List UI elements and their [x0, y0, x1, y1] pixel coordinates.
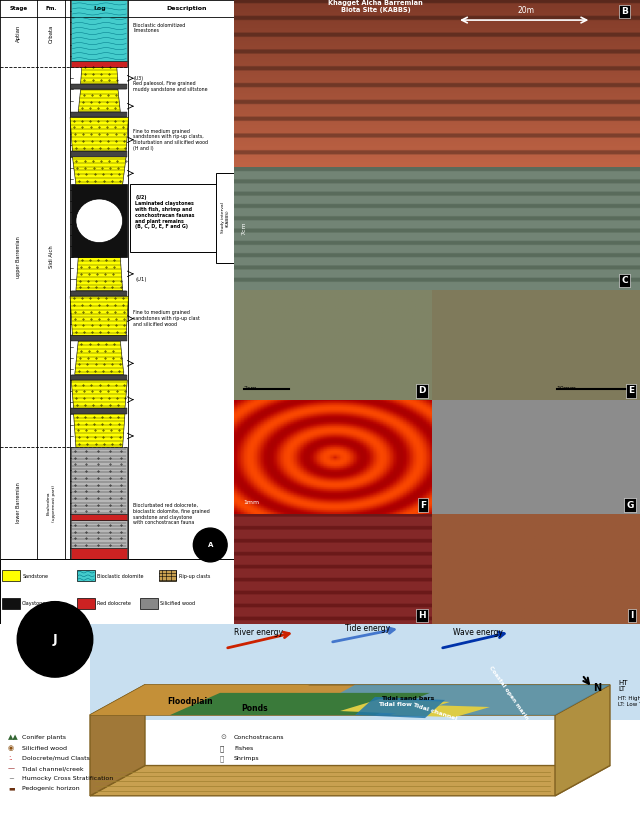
- Bar: [140, 598, 157, 609]
- Bar: [71, 548, 127, 559]
- Text: Silicified wood: Silicified wood: [22, 746, 67, 751]
- Bar: [71, 514, 127, 520]
- Text: ⊙: ⊙: [220, 734, 226, 740]
- Text: Silicified wood: Silicified wood: [160, 601, 195, 606]
- Ellipse shape: [76, 199, 123, 242]
- Polygon shape: [70, 118, 129, 151]
- Text: Tide energy: Tide energy: [346, 623, 390, 632]
- Polygon shape: [70, 296, 129, 335]
- Text: ~: ~: [8, 776, 14, 782]
- Text: Bioclurbated red dolocrete,
bioclastic dolomite, fine grained
sandstone and clay: Bioclurbated red dolocrete, bioclastic d…: [133, 503, 210, 526]
- Text: Bouhedma
(uppermost part): Bouhedma (uppermost part): [47, 485, 56, 521]
- Text: I: I: [630, 611, 634, 620]
- Bar: [71, 290, 127, 296]
- Text: 🦐: 🦐: [220, 755, 224, 762]
- Text: Dolocrete/mud Clasts: Dolocrete/mud Clasts: [22, 756, 90, 761]
- Text: Sandstone: Sandstone: [22, 574, 48, 579]
- Text: Stage: Stage: [10, 6, 28, 11]
- Text: E: E: [628, 387, 634, 396]
- Text: Tidal sand bars: Tidal sand bars: [381, 696, 435, 702]
- Text: A: A: [207, 542, 213, 548]
- Text: Humocky Cross Stratification: Humocky Cross Stratification: [22, 776, 113, 781]
- Bar: [71, 184, 127, 257]
- Text: D: D: [419, 387, 426, 396]
- Text: C: C: [621, 276, 628, 285]
- Text: Fishes: Fishes: [234, 746, 253, 751]
- Text: ▲▲: ▲▲: [8, 734, 19, 740]
- FancyBboxPatch shape: [216, 173, 234, 263]
- Polygon shape: [78, 90, 120, 112]
- Bar: [71, 447, 127, 514]
- Polygon shape: [90, 765, 610, 796]
- Text: Shrimps: Shrimps: [234, 756, 260, 761]
- Polygon shape: [355, 697, 445, 718]
- Text: Fm.: Fm.: [45, 6, 57, 11]
- Text: (U3)
Red paleosol, Fine grained
muddy sandstone and siltstone: (U3) Red paleosol, Fine grained muddy sa…: [133, 76, 208, 92]
- FancyBboxPatch shape: [130, 184, 235, 252]
- Text: Study interval
(KABBS): Study interval (KABBS): [221, 202, 229, 233]
- Bar: [77, 598, 95, 609]
- Text: 1mm: 1mm: [243, 500, 260, 505]
- Text: River energy: River energy: [234, 628, 282, 636]
- Text: Red dolocrete: Red dolocrete: [97, 601, 131, 606]
- Text: Conifer plants: Conifer plants: [22, 734, 66, 740]
- Text: Tidal channel: Tidal channel: [412, 703, 458, 721]
- Bar: [71, 335, 127, 341]
- Text: 7cm: 7cm: [242, 222, 247, 235]
- Bar: [90, 624, 640, 721]
- Text: HT: HT: [618, 680, 627, 685]
- Bar: [71, 84, 127, 90]
- Polygon shape: [170, 693, 430, 715]
- Text: ▬: ▬: [8, 786, 15, 792]
- Polygon shape: [390, 705, 490, 717]
- Text: B: B: [621, 7, 628, 16]
- Polygon shape: [74, 414, 125, 447]
- Text: LT: Low Tide: LT: Low Tide: [618, 703, 640, 707]
- Text: Floodplain: Floodplain: [167, 698, 213, 707]
- Text: 🐟: 🐟: [220, 745, 224, 752]
- Bar: [71, 151, 127, 157]
- Text: N: N: [593, 683, 601, 693]
- Text: :.: :.: [8, 756, 13, 761]
- Bar: [71, 112, 127, 118]
- Text: J: J: [52, 633, 58, 646]
- Polygon shape: [76, 257, 123, 290]
- Polygon shape: [300, 685, 610, 715]
- Bar: [159, 570, 177, 581]
- Text: Claystone: Claystone: [22, 601, 47, 606]
- Text: ◉: ◉: [8, 745, 14, 752]
- Text: Bioclastic dolomite: Bioclastic dolomite: [97, 574, 143, 579]
- Polygon shape: [340, 699, 450, 714]
- Text: F: F: [420, 500, 426, 509]
- Text: Tidal channel/creek: Tidal channel/creek: [22, 766, 84, 771]
- Text: Coastal open marine zone: Coastal open marine zone: [488, 665, 542, 738]
- Polygon shape: [555, 685, 610, 796]
- Text: Conchostracans: Conchostracans: [234, 734, 285, 740]
- Polygon shape: [75, 341, 124, 375]
- Text: Tidal flow: Tidal flow: [378, 703, 412, 707]
- Bar: [3, 598, 20, 609]
- Text: Ponds: Ponds: [242, 703, 268, 712]
- Text: Fine to medium grained
sandstones with rip-up clast
and silicified wood: Fine to medium grained sandstones with r…: [133, 310, 200, 327]
- Bar: [71, 520, 127, 548]
- Text: (U1): (U1): [136, 277, 147, 282]
- Polygon shape: [90, 685, 145, 796]
- Polygon shape: [71, 380, 127, 408]
- Text: 20m: 20m: [518, 7, 534, 16]
- Text: Log: Log: [93, 6, 106, 11]
- Text: —: —: [8, 765, 15, 772]
- Text: H: H: [419, 611, 426, 620]
- Text: 2cm: 2cm: [243, 386, 257, 391]
- Text: Sidi Aich: Sidi Aich: [49, 246, 54, 268]
- Text: Bioclastic dolomitized
limestones: Bioclastic dolomitized limestones: [133, 23, 186, 33]
- Text: Fine to medium grained
sandstones with rip-up clasts,
Bioturbation and silicifie: Fine to medium grained sandstones with r…: [133, 129, 208, 151]
- Polygon shape: [90, 685, 310, 715]
- Bar: [3, 570, 20, 581]
- Bar: [71, 375, 127, 380]
- Text: G: G: [627, 500, 634, 509]
- Bar: [71, 408, 127, 414]
- Polygon shape: [90, 685, 610, 715]
- Text: Orbata: Orbata: [49, 24, 54, 42]
- Bar: [77, 570, 95, 581]
- Polygon shape: [72, 157, 126, 184]
